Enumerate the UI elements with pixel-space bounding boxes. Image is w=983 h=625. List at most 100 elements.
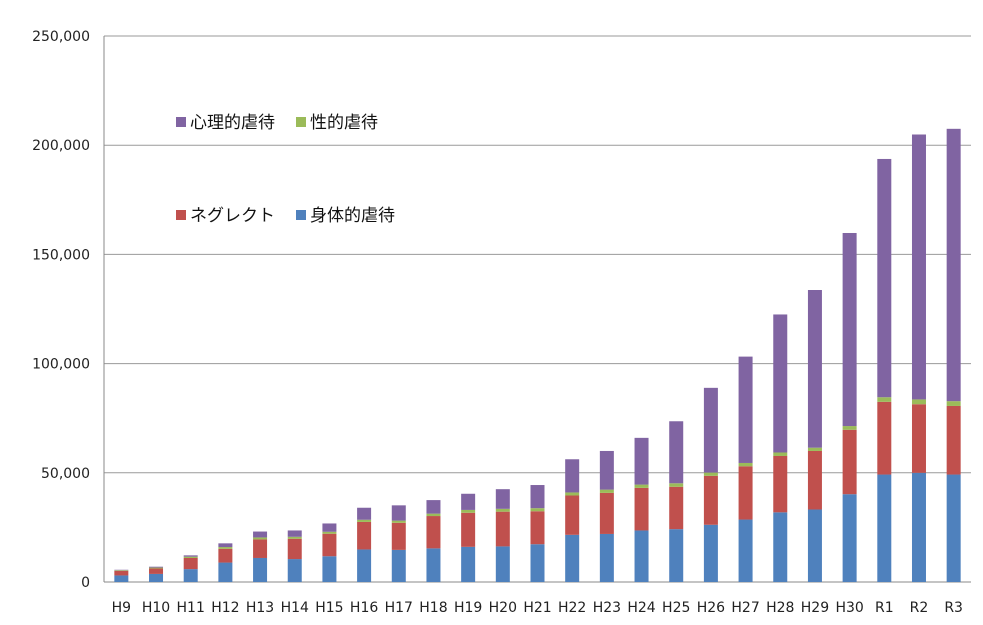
- bar-segment: [634, 484, 649, 488]
- bar-segment: [634, 487, 649, 531]
- bar-segment: [218, 562, 233, 582]
- bar-segment: [495, 511, 510, 547]
- bar-segment: [183, 555, 198, 557]
- bar-segment: [391, 549, 406, 582]
- x-tick-label: H10: [142, 600, 170, 616]
- bar-segment: [253, 539, 268, 558]
- bar-segment: [114, 570, 129, 571]
- bar-segment: [530, 508, 545, 512]
- legend-swatch-sexual: [296, 117, 306, 127]
- bar-segment: [426, 500, 441, 514]
- bar-segment: [149, 566, 164, 568]
- bar-segment: [946, 474, 961, 582]
- bar-segment: [565, 534, 580, 582]
- bar-segment: [877, 474, 892, 582]
- x-tick-label: H12: [211, 600, 239, 616]
- x-tick-label: H20: [489, 600, 517, 616]
- y-tick-label: 150,000: [32, 247, 90, 263]
- bar-segment: [565, 459, 580, 493]
- bar-segment: [461, 493, 476, 510]
- bar-segment: [842, 494, 857, 582]
- x-tick-label: R2: [910, 600, 929, 616]
- bar-segment: [183, 556, 198, 558]
- x-tick-label: H13: [246, 600, 274, 616]
- bar-segment: [565, 492, 580, 496]
- bar-segment: [149, 573, 164, 582]
- legend-swatch-physical: [296, 210, 306, 220]
- bar-segment: [703, 475, 718, 525]
- bar-segment: [391, 520, 406, 523]
- bar-segment: [530, 511, 545, 545]
- bar-segment: [807, 289, 822, 448]
- bar-segment: [530, 544, 545, 582]
- bar-segment: [322, 533, 337, 557]
- x-tick-label: R3: [944, 600, 963, 616]
- bar-segment: [738, 462, 753, 467]
- bar-segment: [634, 437, 649, 485]
- bar-segment: [946, 128, 961, 402]
- bar-segment: [703, 472, 718, 476]
- x-tick-label: H14: [281, 600, 309, 616]
- x-tick-label: H18: [419, 600, 447, 616]
- bar-segment: [183, 557, 198, 570]
- legend-label-sexual: 性的虐待: [310, 113, 378, 133]
- bar-segment: [391, 522, 406, 550]
- y-tick-label: 200,000: [32, 138, 90, 154]
- x-tick-label: H22: [558, 600, 586, 616]
- legend-label-neglect: ネグレクト: [190, 206, 275, 226]
- bar-segment: [738, 466, 753, 520]
- bar-segment: [287, 536, 302, 539]
- bar-segment: [773, 455, 788, 513]
- y-tick-label: 0: [81, 575, 90, 591]
- bar-segment: [877, 158, 892, 398]
- x-axis-tick-labels: H9 H10 H11 H12 H13 H14 H15 H16 H17 H18 H19 H20 H21 H2…: [112, 600, 963, 616]
- bar-segment: [426, 548, 441, 582]
- bar-segment: [357, 507, 372, 520]
- bar-segment: [253, 557, 268, 582]
- bar-segment: [669, 529, 684, 582]
- bar-segment: [426, 513, 441, 517]
- bar-segment: [911, 399, 926, 405]
- bar-segment: [807, 447, 822, 451]
- bar-segment: [149, 568, 164, 574]
- bar-segment: [322, 523, 337, 532]
- bar-segment: [218, 547, 233, 549]
- x-tick-label: H24: [627, 600, 655, 616]
- x-tick-label: H28: [766, 600, 794, 616]
- bar-segment: [114, 575, 129, 582]
- x-tick-label: H9: [112, 600, 131, 616]
- x-tick-label: H17: [385, 600, 413, 616]
- bar-segment: [773, 452, 788, 456]
- bars: [114, 128, 961, 582]
- bar-segment: [773, 314, 788, 453]
- bar-segment: [703, 524, 718, 582]
- bar-segment: [357, 519, 372, 522]
- bar-segment: [183, 569, 198, 582]
- bar-segment: [669, 486, 684, 530]
- x-tick-label: H11: [177, 600, 205, 616]
- bar-segment: [495, 489, 510, 509]
- bar-segment: [391, 505, 406, 521]
- bar-segment: [253, 531, 268, 538]
- bar-segment: [911, 134, 926, 400]
- bar-segment: [669, 483, 684, 487]
- bar-segment: [946, 405, 961, 475]
- bar-segment: [565, 495, 580, 535]
- y-tick-label: 50,000: [41, 466, 90, 482]
- bar-segment: [495, 546, 510, 582]
- bar-segment: [357, 549, 372, 582]
- legend-item-physical: 身体的虐待: [296, 206, 395, 226]
- bar-segment: [842, 232, 857, 427]
- bar-segment: [669, 421, 684, 484]
- bar-segment: [461, 512, 476, 547]
- bar-segment: [738, 356, 753, 463]
- bar-segment: [911, 472, 926, 582]
- x-tick-label: H25: [662, 600, 690, 616]
- x-tick-label: H26: [697, 600, 725, 616]
- bar-segment: [114, 570, 129, 576]
- y-tick-label: 250,000: [32, 29, 90, 45]
- bar-segment: [946, 401, 961, 406]
- x-tick-label: H15: [315, 600, 343, 616]
- x-tick-label: R1: [875, 600, 894, 616]
